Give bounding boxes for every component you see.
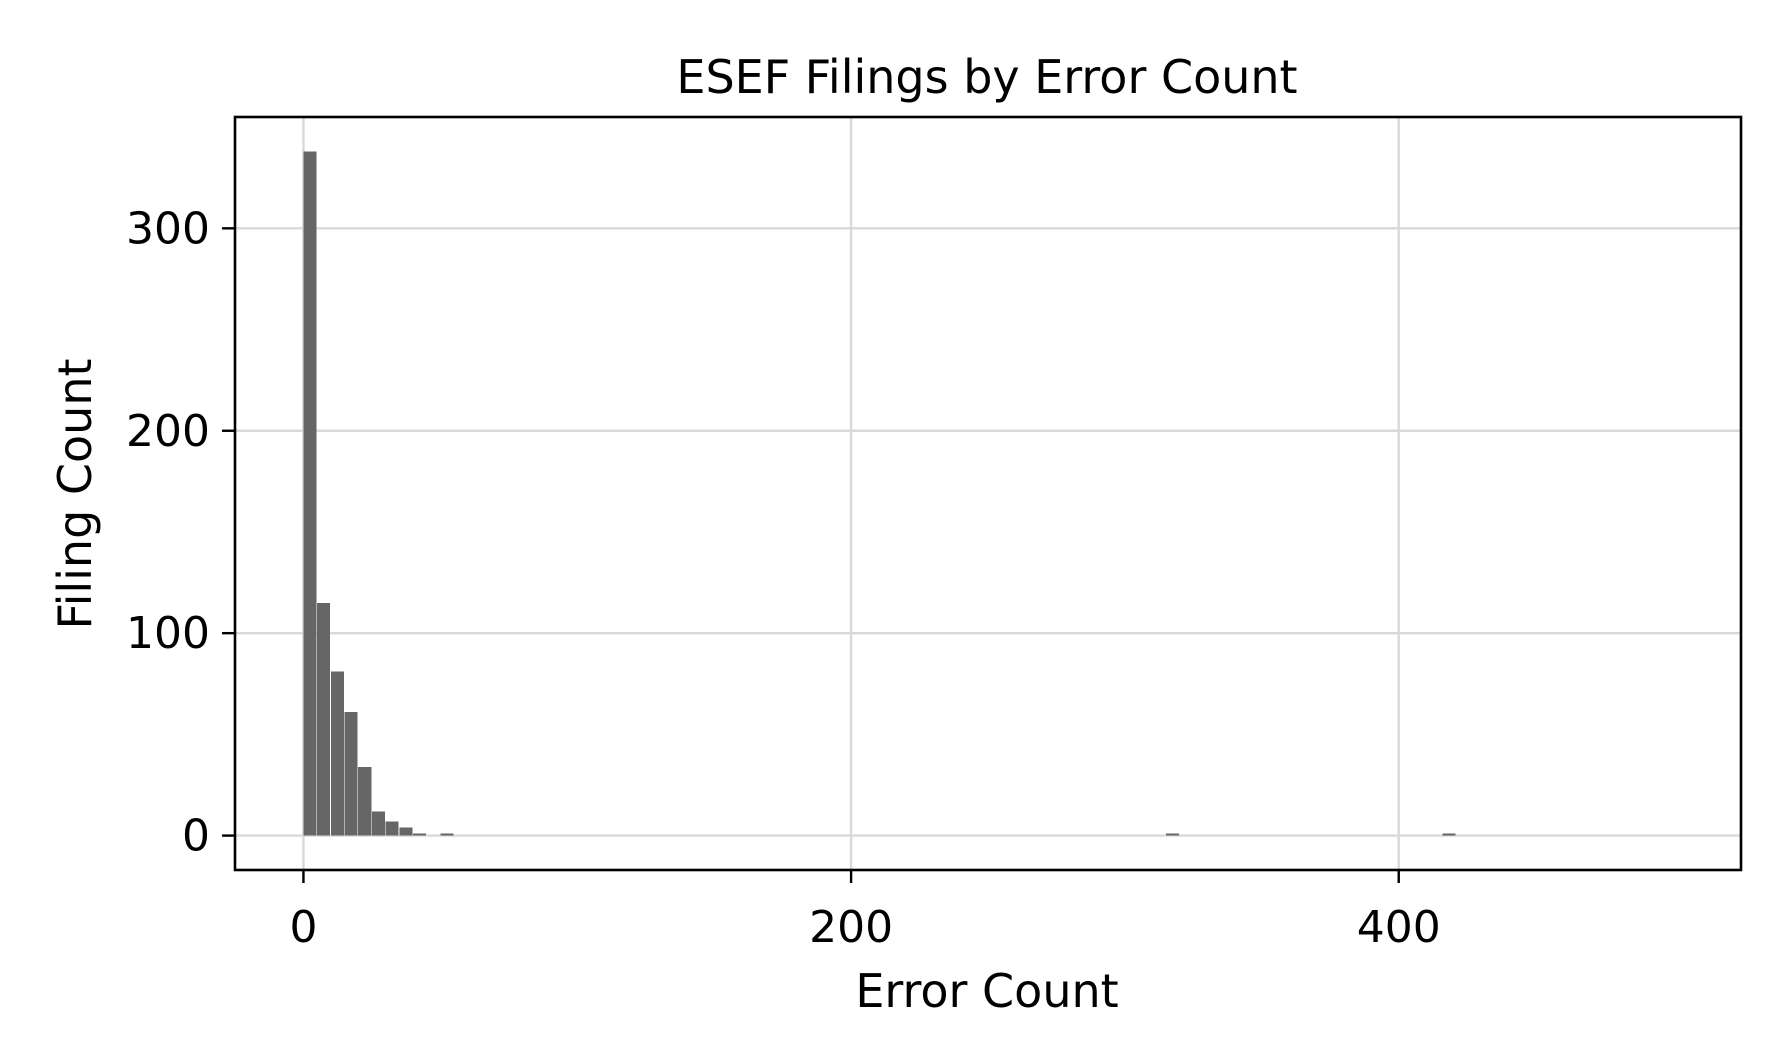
y-tick-label: 0 (182, 811, 210, 862)
histogram-bar-10 (1165, 833, 1180, 836)
histogram-bar-6 (385, 821, 399, 836)
y-tick-label: 100 (126, 608, 210, 659)
histogram-bar-0 (303, 151, 317, 836)
x-tick-label: 0 (289, 902, 317, 953)
x-tick-label: 400 (1357, 902, 1441, 953)
x-tick-label: 200 (809, 902, 893, 953)
y-axis-ticks: 0 100 200 300 (126, 203, 235, 862)
grid-lines (235, 117, 1741, 870)
y-tick-label: 200 (126, 406, 210, 457)
histogram-bar-4 (358, 766, 372, 836)
histogram-bar-2 (330, 671, 344, 836)
histogram-bar-8 (412, 833, 427, 836)
histogram-bar-1 (317, 602, 331, 836)
histogram-bar-9 (440, 833, 454, 836)
histogram-bar-7 (399, 827, 413, 836)
chart-title: ESEF Filings by Error Count (676, 50, 1297, 104)
histogram-bar-11 (1442, 833, 1456, 836)
x-axis-label: Error Count (855, 964, 1118, 1018)
y-tick-label: 300 (126, 203, 210, 254)
y-axis-label: Filing Count (48, 358, 102, 629)
histogram-bar-5 (371, 811, 385, 836)
x-axis-ticks: 0 200 400 (289, 870, 1441, 953)
plot-frame (233, 115, 1743, 872)
histogram-bar-3 (344, 712, 358, 836)
histogram-bars (303, 151, 1456, 836)
